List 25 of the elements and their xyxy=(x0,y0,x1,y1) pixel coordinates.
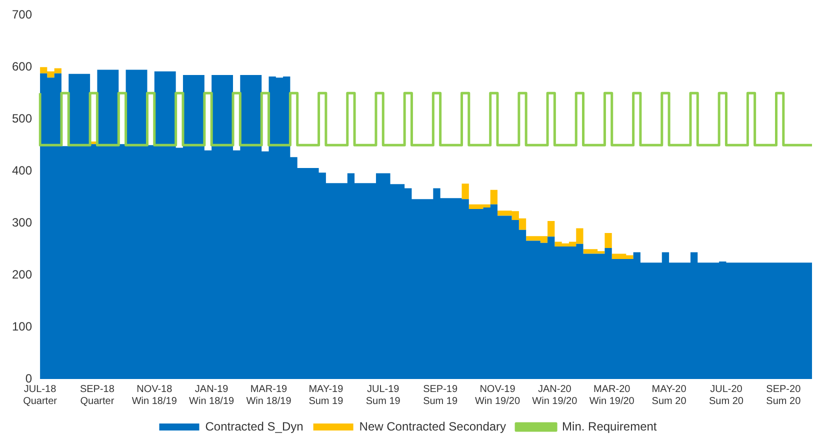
x-tick-label: MAY-19 Sum 19 xyxy=(308,384,344,407)
x-tick-label: SEP-20 Sum 20 xyxy=(766,384,802,407)
x-tick-label: SEP-18 Quarter xyxy=(80,384,115,407)
x-tick-label: SEP-19 Sum 19 xyxy=(423,384,458,407)
x-tick-label: NOV-19 Win 19/20 xyxy=(474,384,520,407)
x-tick-label: JAN-20 Win 19/20 xyxy=(532,384,578,407)
x-tick-label: MAY-20 Sum 20 xyxy=(652,384,687,407)
y-tick-label: 600 xyxy=(12,59,32,74)
x-tick-label: MAR-19 Win 18/19 xyxy=(246,384,292,407)
y-tick-label: 300 xyxy=(12,215,32,230)
y-tick-label: 100 xyxy=(12,319,32,334)
x-tick-label: NOV-18 Win 18/19 xyxy=(132,384,178,407)
x-tick-label: JUL-19 Sum 19 xyxy=(366,384,401,407)
x-tick-label: MAR-20 Win 19/20 xyxy=(589,384,635,407)
y-tick-label: 400 xyxy=(12,163,32,178)
y-tick-label: 500 xyxy=(12,111,32,126)
x-tick-label: JUL-20 Sum 20 xyxy=(708,384,744,407)
legend-label: New Contracted Secondary xyxy=(359,419,506,434)
x-tick-label: JAN-19 Win 18/19 xyxy=(189,384,235,407)
y-tick-label: 0 xyxy=(25,371,32,386)
x-tick-label: JUL-18 Quarter xyxy=(23,384,58,407)
legend-label: Contracted S_Dyn xyxy=(205,419,304,434)
legend-label: Min. Requirement xyxy=(562,419,658,434)
y-tick-label: 200 xyxy=(12,267,32,282)
y-tick-label: 700 xyxy=(12,8,32,22)
